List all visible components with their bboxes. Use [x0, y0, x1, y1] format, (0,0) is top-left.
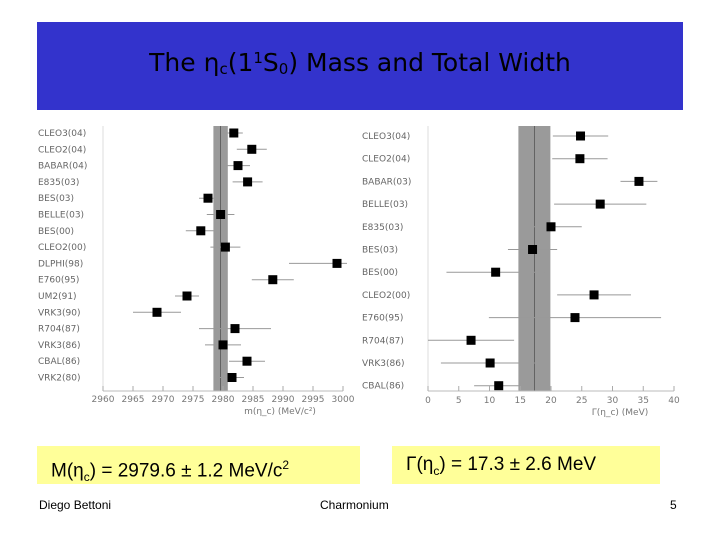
chart1-data-point: [247, 144, 257, 154]
chart2-data-point: [595, 199, 605, 209]
chart2-point-label: R704(87): [362, 336, 404, 346]
chart2-point-label: CLEO2(00): [362, 291, 410, 301]
chart2-point-label: VRK3(86): [362, 359, 405, 369]
chart2-point-label: BABAR(03): [362, 177, 411, 187]
chart2-point-label: CBAL(86): [362, 382, 404, 392]
chart2-data-point: [466, 335, 476, 345]
chart1-data-point: [220, 242, 230, 252]
chart1-point-label: BES(03): [38, 194, 74, 204]
chart1-point-label: BELLE(03): [38, 211, 84, 221]
chart1-data-point: [218, 340, 228, 350]
chart2-tick-label: 5: [456, 396, 462, 406]
chart2-tick-label: 35: [638, 396, 649, 406]
chart1-data-point: [182, 291, 192, 301]
chart2-tick-label: 15: [515, 396, 526, 406]
chart1-data-point: [230, 324, 240, 334]
chart2-data-point: [546, 222, 556, 232]
slide-title: The ηc(11S0) Mass and Total Width: [149, 48, 571, 78]
chart1-data-point: [227, 373, 237, 382]
chart2-point-label: E835(03): [362, 223, 403, 233]
chart1-data-point: [196, 226, 206, 236]
chart2-point-label: BES(00): [362, 268, 398, 278]
chart1-point-label: CBAL(86): [38, 357, 80, 367]
chart1-point-label: BES(00): [38, 227, 74, 237]
chart2-data-point: [589, 290, 599, 300]
chart1-tick-label: 2970: [152, 395, 175, 405]
chart2-point-label: CLEO2(04): [362, 155, 410, 165]
chart1-tick-label: 2990: [272, 395, 295, 405]
chart1-tick-label: 2995: [302, 395, 325, 405]
title-band: The ηc(11S0) Mass and Total Width: [37, 22, 683, 110]
chart1-point-label: VRK3(90): [38, 308, 81, 318]
chart1-tick-label: 2965: [122, 395, 145, 405]
chart2-tick-label: 20: [545, 396, 557, 406]
chart1-tick-label: 2975: [182, 395, 205, 405]
chart1-data-point: [229, 128, 239, 138]
chart1-point-label: E760(95): [38, 276, 79, 286]
chart2-data-point: [491, 267, 501, 277]
chart1-point-label: E835(03): [38, 178, 79, 188]
chart2-data-point: [570, 313, 580, 323]
chart2-x-axis-label: Γ(η_c) (MeV): [592, 408, 649, 418]
chart1-data-point: [332, 258, 342, 268]
chart2-data-point: [634, 176, 644, 186]
mass-result: M(ηc) = 2979.6 ± 1.2 MeV/c2: [37, 446, 360, 484]
chart2-point-label: BES(03): [362, 246, 398, 256]
chart2-point-label: BELLE(03): [362, 200, 408, 210]
chart2-data-point: [494, 381, 504, 391]
chart1-data-point: [203, 193, 213, 203]
chart1-data-point: [233, 161, 243, 171]
chart1-data-point: [243, 177, 253, 187]
chart2-tick-label: 25: [576, 396, 587, 406]
footer-author: Diego Bettoni: [39, 498, 112, 512]
chart1-tick-label: 2985: [242, 395, 265, 405]
chart1-x-axis-label: m(η_c) (MeV/c²): [244, 407, 316, 417]
chart1-point-label: VRK2(80): [38, 374, 81, 384]
chart1-data-point: [268, 275, 278, 285]
chart1-data-point: [152, 307, 162, 317]
chart1-point-label: VRK3(86): [38, 341, 81, 351]
chart2-tick-label: 10: [484, 396, 496, 406]
chart1-point-label: BABAR(04): [38, 162, 87, 172]
chart1-tick-label: 2960: [92, 395, 115, 405]
footer-page-number: 5: [670, 498, 677, 512]
chart2-tick-label: 40: [668, 396, 680, 406]
chart1-tick-label: 2980: [212, 395, 235, 405]
chart1-point-label: DLPHI(98): [38, 259, 83, 269]
chart2-tick-label: 0: [425, 396, 431, 406]
chart2-data-point: [576, 131, 586, 141]
chart1-point-label: CLEO2(04): [38, 145, 86, 155]
chart1-point-label: CLEO3(04): [38, 129, 86, 139]
chart1-tick-label: 3000: [332, 395, 355, 405]
footer-topic: Charmonium: [320, 498, 389, 512]
chart2-data-point: [575, 154, 585, 164]
width-result: Γ(ηc) = 17.3 ± 2.6 MeV: [392, 446, 660, 484]
chart1-point-label: R704(87): [38, 325, 80, 335]
chart2-point-label: CLEO3(04): [362, 132, 410, 142]
chart2-data-point: [528, 245, 538, 254]
chart1-data-point: [216, 210, 226, 219]
chart2-tick-label: 30: [607, 396, 619, 406]
chart1-point-label: UM2(91): [38, 292, 77, 302]
chart1-data-point: [242, 356, 252, 366]
chart2-data-point: [485, 358, 495, 368]
chart2-point-label: E760(95): [362, 314, 403, 324]
chart1-point-label: CLEO2(00): [38, 243, 86, 253]
